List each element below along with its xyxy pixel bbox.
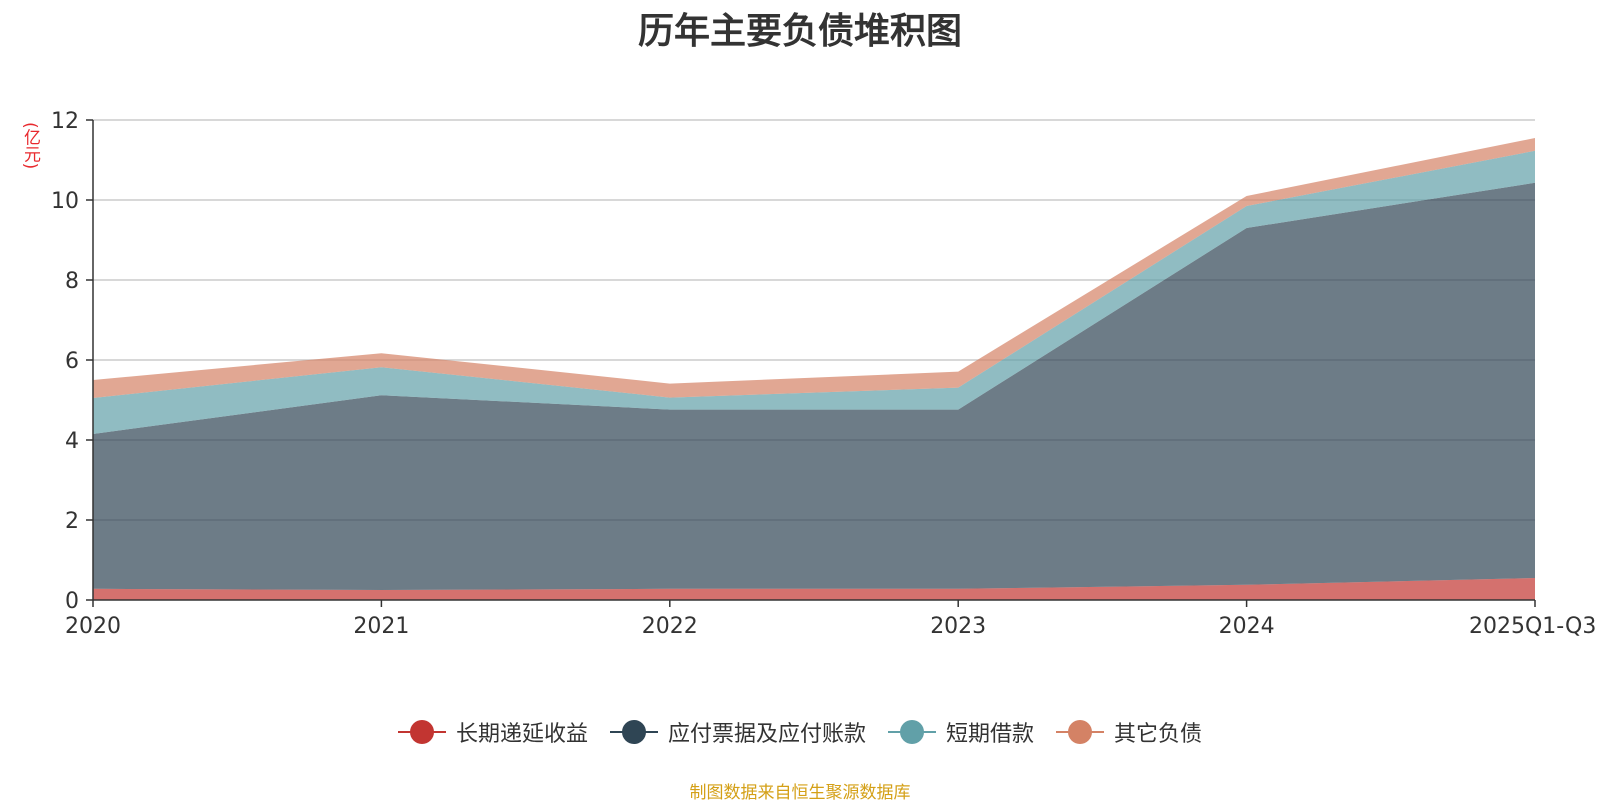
legend-item[interactable]: 长期递延收益 [397, 716, 588, 748]
x-tick-label: 2021 [353, 614, 409, 639]
legend-label: 短期借款 [946, 722, 1035, 747]
x-tick-label: 2023 [930, 614, 986, 639]
y-tick-label: 0 [65, 589, 79, 614]
chart-title: 历年主要负债堆积图 [637, 11, 962, 52]
area-series-4 [93, 138, 1535, 398]
y-axis-unit-label: (亿元) [20, 122, 40, 170]
legend-item[interactable]: 应付票据及应付账款 [609, 716, 866, 748]
x-tick-label: 2024 [1219, 614, 1275, 639]
y-tick-label: 10 [51, 189, 79, 214]
legend-label: 长期递延收益 [455, 722, 588, 747]
x-tick-label: 2020 [65, 614, 121, 639]
legend-label: 其它负债 [1114, 722, 1203, 747]
legend-swatch-icon [397, 719, 446, 745]
legend-swatch-icon [888, 719, 936, 745]
chart-legend: 长期递延收益 应付票据及应付账款 短期借款 其它负债 [0, 716, 1600, 748]
x-tick-label: 2025Q1-Q3 [1469, 614, 1596, 639]
legend-label: 应付票据及应付账款 [667, 722, 866, 747]
area-series-2 [93, 182, 1535, 591]
y-tick-label: 4 [65, 429, 79, 454]
area-series-1 [93, 578, 1535, 600]
data-source-footer: 制图数据来自恒生聚源数据库 [689, 783, 911, 803]
legend-swatch-icon [1056, 719, 1105, 745]
area-series-3 [93, 150, 1535, 435]
y-tick-label: 2 [65, 509, 79, 534]
y-tick-label: 6 [65, 349, 79, 374]
legend-item[interactable]: 短期借款 [888, 716, 1034, 748]
legend-item[interactable]: 其它负债 [1056, 716, 1202, 748]
stacked-area-chart: 0 2 4 6 8 10 12 2020 2021 2022 2023 2024 2025Q1-Q3 [51, 109, 1596, 639]
y-tick-label: 8 [65, 269, 79, 294]
x-tick-label: 2022 [642, 614, 698, 639]
y-tick-label: 12 [51, 109, 79, 134]
legend-swatch-icon [609, 719, 658, 745]
